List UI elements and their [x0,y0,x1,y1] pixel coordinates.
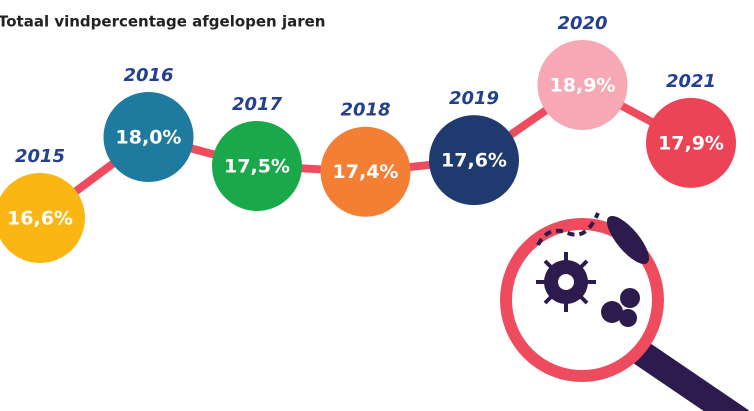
year-label: 2019 [449,88,499,109]
value-label: 17,6% [441,150,507,172]
bubble [103,92,194,183]
year-label: 2020 [557,13,607,34]
year-label: 2021 [666,71,716,92]
year-label: 2016 [123,65,173,86]
chart-title: Totaal vindpercentage afgelopen jaren [0,13,325,31]
magnifier [500,212,750,411]
value-label: 17,4% [333,161,399,183]
bubble [537,40,628,130]
value-label: 16,6% [7,208,73,230]
bubble [0,173,85,263]
bubble [429,115,519,206]
value-label: 18,9% [550,75,616,97]
bubble [212,120,302,211]
year-label: 2015 [15,146,65,167]
value-label: 18,0% [116,127,182,149]
value-label: 17,9% [658,132,724,154]
bubble [646,97,736,188]
year-label: 2017 [232,94,283,115]
value-label: 17,5% [224,155,290,177]
bubble [320,126,411,217]
year-label: 2018 [340,100,390,121]
